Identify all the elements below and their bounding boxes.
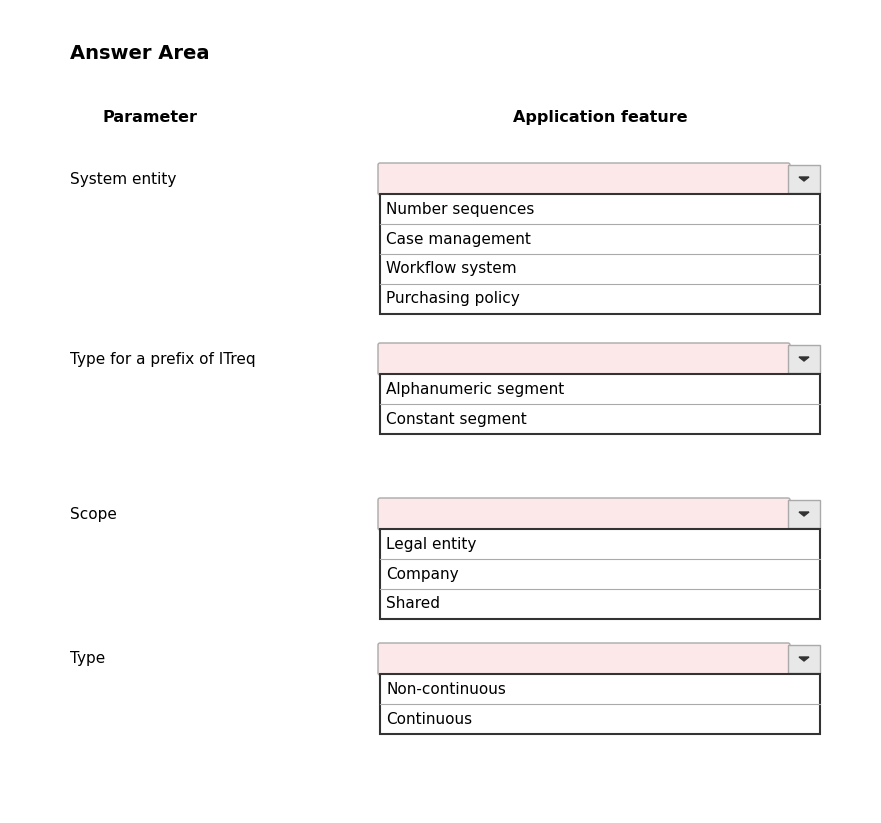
Text: Alphanumeric segment: Alphanumeric segment (386, 382, 564, 397)
Bar (788, 345, 820, 373)
FancyBboxPatch shape (378, 643, 790, 675)
Text: Workflow system: Workflow system (386, 262, 516, 277)
Bar (380, 674, 820, 734)
Bar (788, 645, 820, 673)
Text: Scope: Scope (70, 506, 117, 522)
Text: Purchasing policy: Purchasing policy (386, 291, 520, 306)
Bar (788, 500, 820, 528)
Text: Type: Type (70, 652, 105, 667)
Bar (380, 194, 820, 314)
Bar (380, 529, 820, 619)
Bar (788, 165, 820, 193)
Text: Application feature: Application feature (513, 110, 687, 125)
Text: Non-continuous: Non-continuous (386, 681, 506, 696)
Text: Parameter: Parameter (102, 110, 197, 125)
FancyBboxPatch shape (378, 163, 790, 195)
Polygon shape (799, 357, 809, 361)
Text: Answer Area: Answer Area (70, 44, 210, 63)
Bar (380, 374, 820, 434)
Text: System entity: System entity (70, 171, 176, 187)
Text: Shared: Shared (386, 597, 440, 611)
Polygon shape (799, 657, 809, 661)
Text: Company: Company (386, 566, 459, 582)
FancyBboxPatch shape (378, 498, 790, 530)
Text: Case management: Case management (386, 231, 531, 247)
Text: Continuous: Continuous (386, 712, 472, 727)
Text: Number sequences: Number sequences (386, 202, 535, 216)
FancyBboxPatch shape (378, 343, 790, 375)
Text: Constant segment: Constant segment (386, 412, 527, 426)
Text: Legal entity: Legal entity (386, 537, 477, 551)
Polygon shape (799, 177, 809, 181)
Polygon shape (799, 512, 809, 516)
Text: Type for a prefix of ITreq: Type for a prefix of ITreq (70, 351, 255, 366)
